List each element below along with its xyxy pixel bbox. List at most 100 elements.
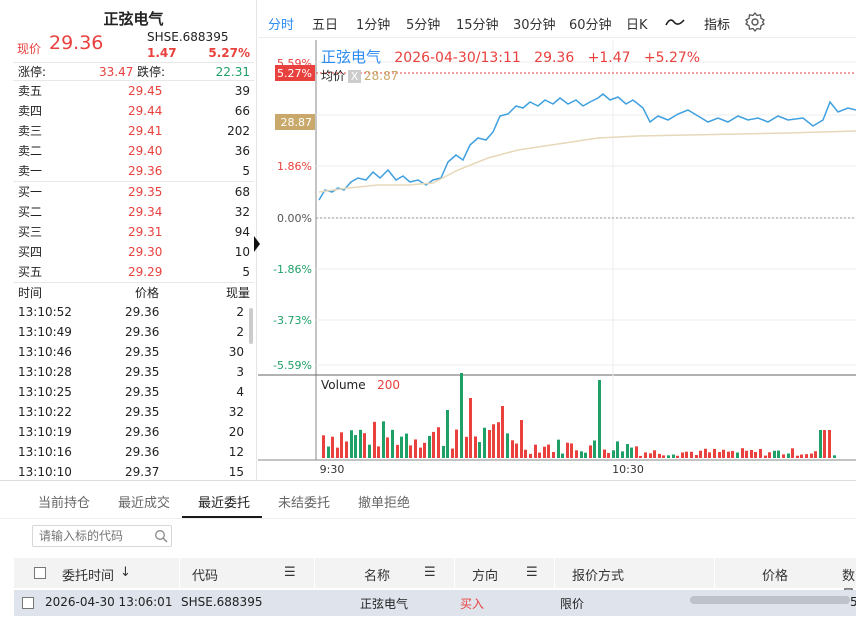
orderbook-row[interactable]: 卖二 29.40 36 [13,141,254,161]
orderbook-volume: 10 [234,245,250,259]
table-row[interactable]: 2026-04-30 13:06:01 SHSE.688395 正弦电气 买入 … [14,590,856,616]
volume-bar [630,447,633,458]
col-time[interactable]: 委托时间 [62,569,115,584]
tick-row[interactable]: 13:10:16 29.36 12 [13,442,254,462]
volume-bar [787,453,790,458]
search-input[interactable] [33,526,143,546]
ticks-header-price: 价格 [135,286,160,300]
volume-bar [331,436,334,458]
select-all-checkbox[interactable] [34,567,46,579]
tick-price: 29.36 [125,445,160,459]
row-checkbox[interactable] [22,597,34,609]
volume-bar [469,398,472,458]
axis-label: 1.86% [277,160,312,173]
tick-row[interactable]: 13:10:52 29.36 2 [13,302,254,322]
tick-scrollbar[interactable] [249,308,253,344]
volume-bar [497,422,500,458]
intraday-chart[interactable]: 5.59% 5.27% 28.87 1.86% 0.00% -1.86% -3.73% -5.… [258,40,856,480]
tab-5day[interactable]: 五日 [312,18,339,33]
volume-bar [768,452,771,458]
volume-bar [575,450,578,458]
tab-rejected[interactable]: 撤单拒绝 [358,496,411,511]
orderbook-price: 29.45 [128,84,163,98]
tick-row[interactable]: 13:10:28 29.35 3 [13,362,254,382]
tick-volume: 20 [228,425,244,439]
axis-label: 5.27% [277,67,312,80]
volume-bar [644,452,647,458]
tab-daily[interactable]: 日K [626,18,648,33]
symbol-search[interactable] [32,525,172,547]
limit-down-label: 跌停: [137,65,166,79]
orderbook-row[interactable]: 卖一 29.36 5 [13,161,254,181]
volume-bar [437,427,440,458]
col-menu-icon[interactable]: ☰ [526,565,538,580]
volume-bar [741,448,744,458]
col-menu-icon[interactable]: ☰ [424,565,436,580]
volume-bar [736,452,739,458]
orderbook-row[interactable]: 买二 29.34 32 [13,202,254,222]
avg-toggle-icon[interactable]: X [348,70,362,83]
horizontal-scrollbar[interactable] [690,596,850,604]
col-code[interactable]: 代码 [192,569,219,584]
col-price[interactable]: 价格 [762,569,789,584]
orderbook-row[interactable]: 买五 29.29 5 [13,262,254,282]
tab-recent-orders[interactable]: 最近委托 [198,496,251,511]
tick-volume: 2 [236,305,244,319]
collapse-arrow-icon[interactable] [254,236,260,252]
orderbook-price: 29.40 [128,144,163,158]
orderbook-row[interactable]: 买三 29.31 94 [13,222,254,242]
tick-time: 13:10:46 [18,345,72,359]
price-label: 现价 [17,42,42,56]
tab-open-orders[interactable]: 未结委托 [278,496,331,511]
orderbook-row[interactable]: 卖五 29.45 39 [13,81,254,101]
tick-row[interactable]: 13:10:46 29.35 30 [13,342,254,362]
orderbook-price: 29.36 [128,164,163,178]
trend-line-icon[interactable] [664,14,686,30]
col-name[interactable]: 名称 [364,569,391,584]
tick-row[interactable]: 13:10:49 29.36 2 [13,322,254,342]
tab-1min[interactable]: 1分钟 [356,18,391,33]
tick-list[interactable]: 13:10:52 29.36 2 13:10:49 29.36 2 13:10:46 29.3… [13,302,254,480]
tick-row[interactable]: 13:10:25 29.35 4 [13,382,254,402]
volume-bar [828,430,831,458]
ticks-header-time: 时间 [18,286,43,300]
chart-pct: +5.27% [643,50,701,66]
orderbook-row[interactable]: 买一 29.35 68 [13,182,254,202]
orderbook-row[interactable]: 买四 29.30 10 [13,242,254,262]
col-side[interactable]: 方向 [472,569,499,584]
sort-down-icon[interactable]: ↓ [120,565,131,580]
orderbook-row[interactable]: 卖三 29.41 202 [13,121,254,141]
chart-datetime: 2026-04-30/13:11 [394,50,521,66]
tab-positions[interactable]: 当前持仓 [38,496,91,511]
tab-intraday[interactable]: 分时 [268,18,295,33]
tab-30min[interactable]: 30分钟 [513,18,556,33]
tick-row[interactable]: 13:10:19 29.36 20 [13,422,254,442]
search-icon[interactable] [154,529,168,543]
tick-row[interactable]: 13:10:22 29.35 32 [13,402,254,422]
volume-bar [322,435,325,458]
tick-time: 13:10:28 [18,365,72,379]
indicator-button[interactable]: 指标 [704,18,731,33]
volume-bar [377,446,380,458]
volume-bar [699,450,702,458]
orderbook-level: 买一 [18,185,43,199]
tab-15min[interactable]: 15分钟 [456,18,499,33]
tab-5min[interactable]: 5分钟 [406,18,441,33]
tick-row[interactable]: 13:10:10 29.37 15 [13,462,254,480]
tick-price: 29.36 [125,305,160,319]
orderbook-row[interactable]: 卖四 29.44 66 [13,101,254,121]
col-menu-icon[interactable]: ☰ [284,565,296,580]
tab-recent-trades[interactable]: 最近成交 [118,496,171,511]
volume-bar [474,436,477,458]
volume-bar [345,441,348,458]
volume-bar [704,448,707,458]
col-type[interactable]: 报价方式 [572,569,625,584]
tick-price: 29.35 [125,385,160,399]
chart-canvas[interactable]: 5.59%5.27%28.871.86%0.00%-1.86%-3.73%-5.… [258,40,856,480]
tab-60min[interactable]: 60分钟 [569,18,612,33]
volume-bar [414,439,417,458]
stock-code: SHSE.688395 [147,30,229,44]
volume-bar [639,455,642,458]
volume-bar [492,424,495,458]
gear-icon[interactable] [744,11,766,33]
